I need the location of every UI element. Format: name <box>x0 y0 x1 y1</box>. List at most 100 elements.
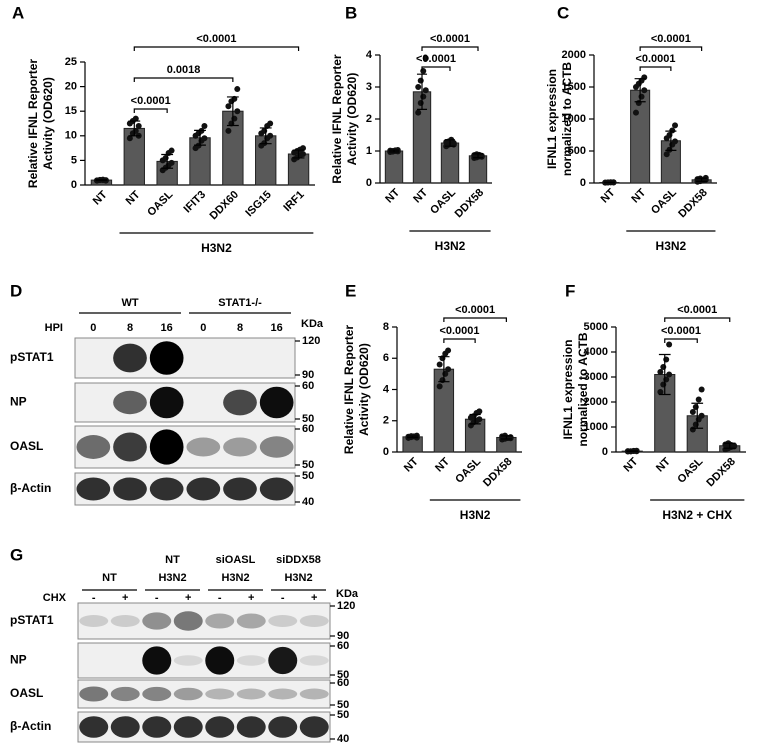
comparison-bracket <box>443 317 507 322</box>
lane-label: 8 <box>127 322 133 334</box>
y-tick-label: 4 <box>366 49 373 61</box>
comparison-bracket <box>443 338 476 343</box>
data-point <box>672 138 679 145</box>
y-tick-label: 1000 <box>562 113 586 125</box>
error-bar <box>500 435 512 440</box>
y-tick-label: 1 <box>366 145 372 157</box>
blot-band <box>76 435 111 459</box>
lane-label: - <box>92 592 96 604</box>
data-point <box>417 100 424 106</box>
error-bar <box>95 178 108 182</box>
y-tick-label: 2 <box>383 415 389 427</box>
data-point <box>663 356 670 363</box>
data-point <box>698 386 705 393</box>
lane-label: 8 <box>237 322 243 334</box>
y-axis-label: Relative IFNL Reporter <box>342 325 356 454</box>
blot-group-label: H3N2 <box>284 572 312 584</box>
error-bar <box>388 149 400 153</box>
y-tick-label: 3 <box>366 81 372 93</box>
blot-band <box>149 477 184 501</box>
error-bar <box>469 413 481 425</box>
data-point <box>300 151 307 158</box>
lane-label: + <box>248 592 254 604</box>
data-point <box>672 122 679 129</box>
blot-band <box>113 343 147 373</box>
blot-band <box>236 655 266 666</box>
comparison-bracket <box>133 108 168 113</box>
error-bar <box>696 177 708 182</box>
lane-row-label: HPI <box>45 322 63 334</box>
panel-label: D <box>10 281 22 300</box>
data-point <box>422 87 429 94</box>
blot-band <box>205 613 235 629</box>
p-value-label: <0.0001 <box>131 95 171 107</box>
y-axis-label: IFNL1 expression <box>561 339 575 439</box>
blot-band <box>299 655 329 666</box>
x-tick-label: OASL <box>649 186 679 216</box>
row-label: OASL <box>10 439 43 453</box>
marker-label: 40 <box>302 496 314 508</box>
x-tick-label: DDX60 <box>207 189 241 223</box>
unit-label: KDa <box>301 318 324 330</box>
row-label: β-Actin <box>10 481 51 495</box>
y-axis-label: Relative IFNL Reporter <box>26 59 40 188</box>
error-bar <box>444 139 456 147</box>
data-point <box>692 421 699 428</box>
blot-group-label: NT <box>102 572 117 584</box>
lane-label: + <box>185 592 191 604</box>
blot-group-label: H3N2 <box>221 572 249 584</box>
data-point <box>632 109 639 116</box>
y-tick-label: 5 <box>71 154 77 166</box>
row-label: NP <box>10 653 27 667</box>
marker-label: 60 <box>302 423 314 435</box>
data-point <box>666 371 673 378</box>
y-tick-label: 5000 <box>584 321 608 333</box>
blot-row <box>74 337 296 379</box>
data-point <box>132 115 139 122</box>
marker-label: 120 <box>302 335 320 347</box>
data-point <box>660 364 667 370</box>
blot-band <box>149 429 184 465</box>
blot-band <box>173 687 203 701</box>
panel-label: B <box>345 3 357 22</box>
blot-band <box>268 615 298 627</box>
p-value-label: <0.0001 <box>196 33 236 45</box>
error-bar <box>416 73 428 110</box>
error-bar <box>723 442 736 449</box>
error-bar <box>259 127 272 145</box>
blot-band <box>268 646 298 675</box>
data-point <box>445 347 452 354</box>
y-axis-label: normalized to ACTB <box>560 62 574 177</box>
marker-label: 50 <box>337 709 349 721</box>
error-bar <box>292 149 305 159</box>
marker-label: 90 <box>337 630 349 642</box>
y-tick-label: 4000 <box>584 346 608 358</box>
p-value-label: <0.0001 <box>661 325 701 337</box>
blot-band <box>259 477 294 501</box>
blot-band <box>299 688 329 700</box>
blot-band <box>173 611 203 631</box>
blot-band <box>142 686 172 702</box>
error-bar <box>691 402 704 429</box>
data-point <box>698 412 705 419</box>
lane-label: 0 <box>200 322 206 334</box>
x-tick-label: DDX58 <box>676 187 710 221</box>
data-point <box>635 100 642 106</box>
blot-band <box>223 477 257 501</box>
data-point <box>201 135 208 142</box>
blot-band <box>113 390 147 415</box>
data-point <box>267 132 274 139</box>
blot-band <box>142 612 172 630</box>
blot-band <box>110 686 140 702</box>
blot-row <box>74 472 296 506</box>
panel-label: F <box>565 281 575 300</box>
data-point <box>445 366 452 373</box>
row-label: pSTAT1 <box>10 613 54 627</box>
error-bar <box>194 129 206 146</box>
comparison-bracket <box>639 46 703 51</box>
blot-band <box>205 646 235 675</box>
blot-band <box>79 615 109 627</box>
y-tick-label: 2000 <box>562 49 586 61</box>
lane-label: 16 <box>161 322 173 334</box>
data-point <box>201 122 208 129</box>
